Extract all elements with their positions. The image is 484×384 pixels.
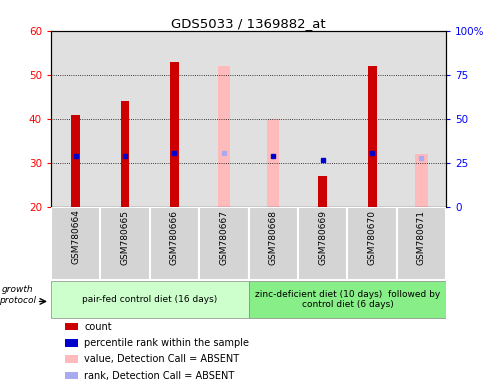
Bar bbox=[367, 66, 376, 207]
Bar bbox=[414, 154, 427, 207]
Text: rank, Detection Call = ABSENT: rank, Detection Call = ABSENT bbox=[84, 371, 234, 381]
FancyBboxPatch shape bbox=[199, 207, 248, 280]
FancyBboxPatch shape bbox=[100, 207, 150, 280]
Text: GSM780668: GSM780668 bbox=[268, 210, 277, 265]
FancyBboxPatch shape bbox=[51, 281, 248, 318]
Bar bbox=[217, 66, 229, 207]
FancyBboxPatch shape bbox=[297, 207, 347, 280]
Text: pair-fed control diet (16 days): pair-fed control diet (16 days) bbox=[82, 295, 217, 304]
Text: zinc-deficient diet (10 days)  followed by
control diet (6 days): zinc-deficient diet (10 days) followed b… bbox=[254, 290, 439, 309]
FancyBboxPatch shape bbox=[248, 281, 445, 318]
Text: GSM780666: GSM780666 bbox=[169, 210, 179, 265]
FancyBboxPatch shape bbox=[347, 207, 396, 280]
Title: GDS5033 / 1369882_at: GDS5033 / 1369882_at bbox=[171, 17, 325, 30]
Text: GSM780667: GSM780667 bbox=[219, 210, 228, 265]
FancyBboxPatch shape bbox=[150, 207, 199, 280]
Bar bbox=[71, 114, 80, 207]
Text: growth protocol: growth protocol bbox=[0, 285, 36, 305]
Text: value, Detection Call = ABSENT: value, Detection Call = ABSENT bbox=[84, 354, 239, 364]
Text: GSM780665: GSM780665 bbox=[121, 210, 129, 265]
Text: count: count bbox=[84, 321, 112, 331]
Bar bbox=[170, 61, 179, 207]
Bar bbox=[318, 177, 326, 207]
Text: GSM780669: GSM780669 bbox=[318, 210, 327, 265]
Text: GSM780671: GSM780671 bbox=[416, 210, 425, 265]
FancyBboxPatch shape bbox=[396, 207, 445, 280]
Bar bbox=[267, 119, 279, 207]
Text: GSM780664: GSM780664 bbox=[71, 210, 80, 265]
Bar bbox=[121, 101, 129, 207]
FancyBboxPatch shape bbox=[248, 207, 297, 280]
FancyBboxPatch shape bbox=[51, 207, 100, 280]
Bar bbox=[64, 372, 78, 379]
Text: percentile rank within the sample: percentile rank within the sample bbox=[84, 338, 249, 348]
Bar bbox=[64, 339, 78, 347]
Bar bbox=[64, 323, 78, 331]
Bar bbox=[64, 355, 78, 363]
Text: GSM780670: GSM780670 bbox=[367, 210, 376, 265]
